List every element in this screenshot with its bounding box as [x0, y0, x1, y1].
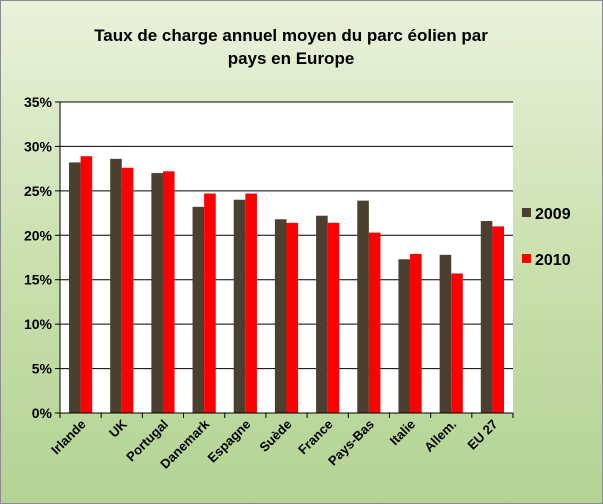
bar-2010-Danemark — [204, 193, 216, 413]
y-tick-label: 25% — [24, 183, 53, 199]
bar-2009-Irlande — [68, 162, 81, 413]
bar-2009-Allem. — [439, 254, 452, 413]
bar-2010-Suède — [286, 222, 299, 413]
x-category-label: EU 27 — [464, 417, 500, 453]
y-tick-label: 20% — [24, 227, 53, 243]
bar-2010-UK — [121, 167, 134, 413]
y-tick-label: 5% — [32, 361, 53, 377]
bar-2009-Suède — [274, 219, 287, 413]
bar-2009-Pays-Bas — [357, 200, 369, 413]
y-tick-label: 35% — [24, 94, 53, 110]
y-tick-label: 15% — [24, 272, 53, 288]
bar-2010-Espagne — [245, 193, 257, 413]
bar-2010-Italie — [410, 253, 422, 413]
bar-2009-France — [316, 215, 328, 413]
chart-title-line-1: Taux de charge annuel moyen du parc éoli… — [94, 26, 488, 45]
bar-2010-Pays-Bas — [368, 232, 381, 413]
bar-2009-Danemark — [192, 206, 205, 413]
bars — [68, 156, 505, 413]
bar-2009-UK — [110, 158, 122, 413]
x-category-label: Italie — [387, 417, 419, 449]
chart-title-line-2: pays en Europe — [228, 49, 355, 68]
x-category-label: UK — [106, 416, 130, 440]
x-category-label: Irlande — [48, 417, 89, 458]
x-category-label: Suède — [256, 417, 294, 455]
bar-2010-EU 27 — [492, 226, 505, 413]
bar-2009-Italie — [398, 259, 411, 413]
x-category-label: France — [295, 417, 336, 458]
bar-2010-Irlande — [80, 156, 93, 413]
x-category-label: Allem. — [421, 417, 459, 455]
bar-2010-Allem. — [451, 273, 463, 413]
bar-2009-Espagne — [233, 199, 246, 413]
y-tick-label: 30% — [24, 138, 53, 154]
legend-label-2009: 2009 — [535, 206, 571, 223]
x-category-label: Espagne — [205, 417, 254, 466]
legend-swatch-2010 — [522, 254, 531, 263]
legend: 2009 2010 — [522, 206, 571, 269]
y-tick-label: 0% — [32, 405, 53, 421]
bar-2010-Portugal — [162, 171, 175, 413]
bar-2010-France — [327, 222, 340, 413]
axes — [59, 102, 514, 418]
legend-label-2010: 2010 — [535, 252, 571, 269]
y-tick-label: 10% — [24, 316, 53, 332]
bar-2009-EU 27 — [480, 221, 493, 413]
y-tick-labels: 0% 5% 10% 15% 20% 25% 30% 35% — [24, 94, 60, 421]
legend-swatch-2009 — [522, 208, 531, 217]
bar-2009-Portugal — [151, 173, 163, 413]
